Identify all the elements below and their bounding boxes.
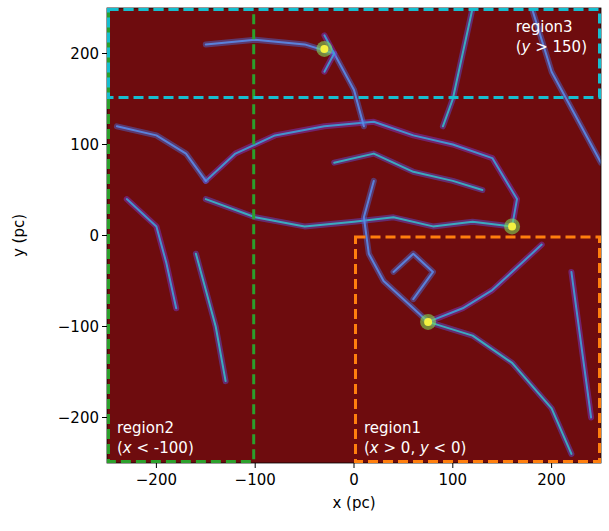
filament-glow [443,8,473,126]
text-part: < 0) [429,439,467,457]
x-tick-label: 0 [349,471,359,489]
clump [424,318,432,326]
figure: region1 (x > 0, y < 0) region2 (x < -100) re… [0,0,609,531]
region-label: region1 [364,419,421,437]
x-tick-label: −100 [235,471,276,489]
x-tick-label: −200 [136,471,177,489]
filament-glow [206,40,364,127]
y-axis-title: y (pc) [10,214,28,257]
clump [508,222,516,230]
filament-glow [127,199,176,308]
x-tick [354,463,355,468]
region-label: region3 [516,18,573,36]
filament-glow [571,272,591,418]
x-tick [452,463,453,468]
plot-frame [107,8,601,463]
filament [428,322,571,454]
x-tick [156,463,157,468]
filament-glow [196,254,226,381]
filament [127,199,176,308]
filament [571,272,591,418]
regions [109,10,600,462]
y-tick-label: −200 [58,409,99,427]
text-part: > 0, [379,439,420,457]
y-tick [102,417,107,418]
text-part: x [122,439,132,457]
filament-glow [117,126,206,181]
y-tick-label: 100 [70,136,99,154]
filament [443,8,473,126]
region-box [109,10,254,462]
clump-glow [316,41,332,57]
text-part: > 150) [530,38,587,56]
filament [364,181,428,322]
filament [334,154,482,190]
filament [394,254,434,300]
map-structures [117,8,601,454]
text-part: < -100) [132,439,194,457]
filament [428,245,542,322]
y-tick-label: 200 [70,45,99,63]
filament-glow [206,199,512,226]
text-part: x [369,439,379,457]
filament [206,199,512,226]
map-background [107,8,601,463]
x-axis-title: x (pc) [332,494,375,512]
region-box [109,10,600,98]
x-tick [255,463,256,468]
y-tick-label: −100 [58,318,99,336]
filament-glow [334,154,482,190]
filament-glow [428,245,542,322]
filament-glow [364,181,428,322]
region-condition: (x > 0, y < 0) [364,439,466,457]
y-tick [102,53,107,54]
region-box [356,237,600,462]
clump-glow [420,314,436,330]
filament [206,40,364,127]
filament-glow [428,322,571,454]
filament-glow [394,254,434,300]
y-tick [102,144,107,145]
y-tick [102,235,107,236]
x-tick-label: 100 [438,471,467,489]
filament [117,126,206,181]
y-tick [102,326,107,327]
region-condition: (x < -100) [117,439,194,457]
filament [196,254,226,381]
x-tick [551,463,552,468]
region-condition: (y > 150) [516,38,587,56]
x-tick-label: 200 [537,471,566,489]
y-tick-label: 0 [89,227,99,245]
region-label: region2 [117,419,174,437]
clump-glow [504,218,520,234]
clump [320,45,328,53]
